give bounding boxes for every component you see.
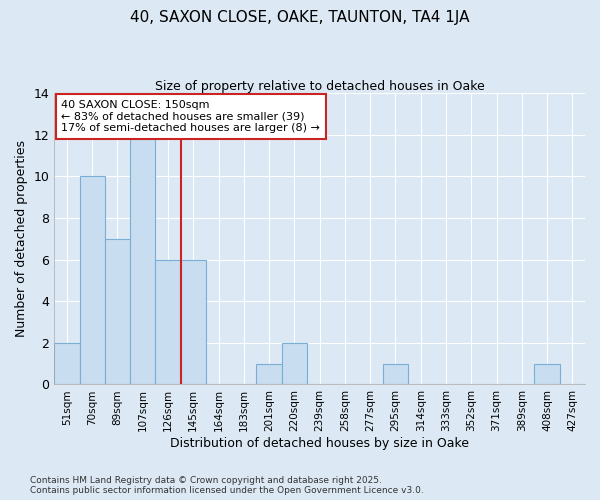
Title: Size of property relative to detached houses in Oake: Size of property relative to detached ho… — [155, 80, 485, 93]
Bar — [282, 343, 307, 384]
Text: Contains HM Land Registry data © Crown copyright and database right 2025.
Contai: Contains HM Land Registry data © Crown c… — [30, 476, 424, 495]
X-axis label: Distribution of detached houses by size in Oake: Distribution of detached houses by size … — [170, 437, 469, 450]
Y-axis label: Number of detached properties: Number of detached properties — [15, 140, 28, 337]
Bar — [130, 134, 155, 384]
Bar — [181, 260, 206, 384]
Bar — [80, 176, 105, 384]
Bar — [155, 260, 181, 384]
Bar — [256, 364, 282, 384]
Bar — [535, 364, 560, 384]
Text: 40 SAXON CLOSE: 150sqm
← 83% of detached houses are smaller (39)
17% of semi-det: 40 SAXON CLOSE: 150sqm ← 83% of detached… — [61, 100, 320, 133]
Bar — [105, 238, 130, 384]
Bar — [383, 364, 408, 384]
Bar — [54, 343, 80, 384]
Text: 40, SAXON CLOSE, OAKE, TAUNTON, TA4 1JA: 40, SAXON CLOSE, OAKE, TAUNTON, TA4 1JA — [130, 10, 470, 25]
